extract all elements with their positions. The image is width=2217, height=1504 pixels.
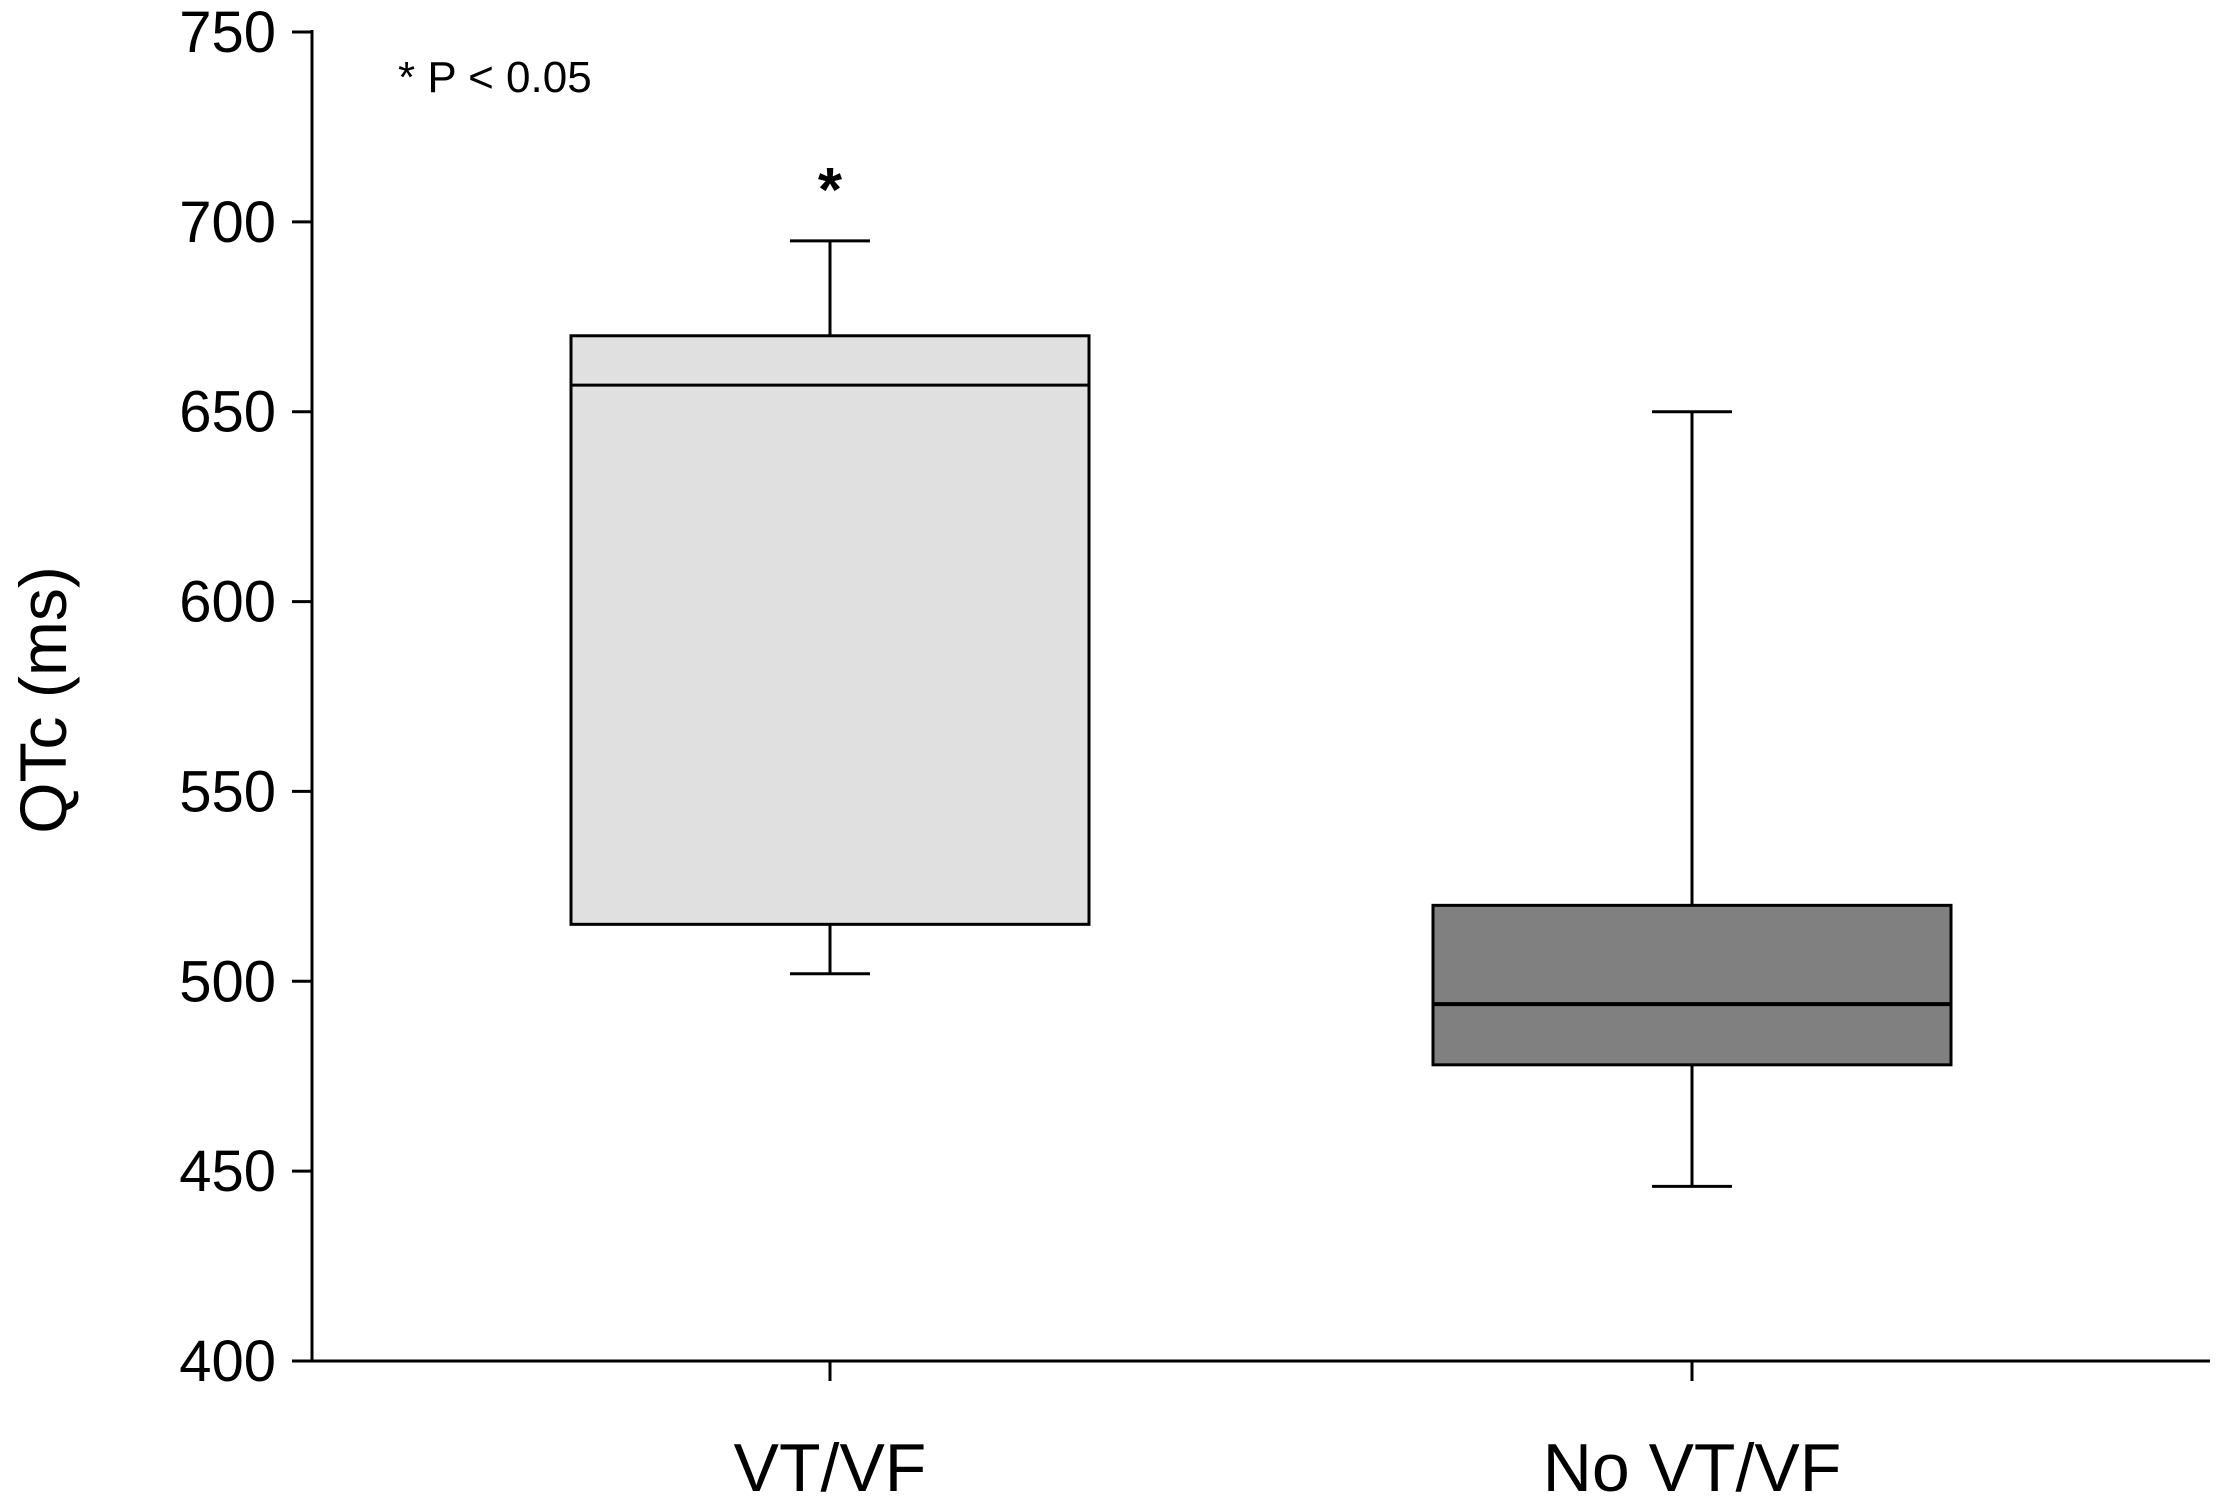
y-tick-label: 650 bbox=[179, 380, 276, 445]
y-tick-label: 500 bbox=[179, 949, 276, 1014]
y-tick-label: 450 bbox=[179, 1139, 276, 1204]
y-tick-label: 400 bbox=[179, 1329, 276, 1394]
x-category-label: VT/VF bbox=[734, 1430, 927, 1504]
y-tick-label: 550 bbox=[179, 759, 276, 824]
significance-note: * P < 0.05 bbox=[398, 53, 592, 102]
y-axis: 400 450 500 550 600 650 700 750 bbox=[179, 0, 314, 1394]
y-tick-label: 700 bbox=[179, 190, 276, 255]
box-1: * bbox=[569, 156, 1091, 976]
x-category-label: No VT/VF bbox=[1543, 1430, 1842, 1504]
box-2 bbox=[1431, 410, 1953, 1188]
boxes: * bbox=[569, 156, 1953, 1188]
y-tick-label: 600 bbox=[179, 570, 276, 635]
x-axis: VT/VF No VT/VF bbox=[312, 1359, 2210, 1504]
box-iqr bbox=[1431, 903, 1953, 1067]
significance-marker: * bbox=[818, 156, 843, 225]
box-iqr bbox=[569, 334, 1091, 926]
y-axis-title: QTc (ms) bbox=[6, 566, 80, 834]
y-tick-label: 750 bbox=[179, 0, 276, 65]
